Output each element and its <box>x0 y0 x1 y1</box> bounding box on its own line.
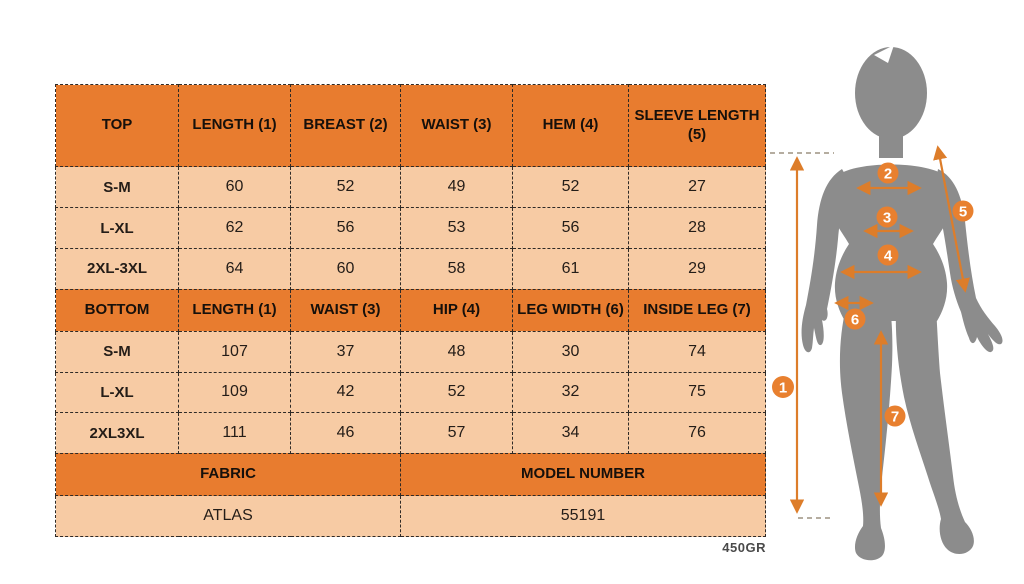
size-label: 2XL-3XL <box>55 247 179 290</box>
marker-label-4: 4 <box>884 248 893 265</box>
female-silhouette-icon <box>801 45 1003 561</box>
column-header-inside-leg: INSIDE LEG (7) <box>628 288 766 332</box>
column-header-top: TOP <box>55 83 179 168</box>
table-cell: 49 <box>400 166 513 209</box>
column-header-bottom: BOTTOM <box>55 288 179 332</box>
measure-marker-1: 1 <box>772 376 794 398</box>
table-row: L-XL 62 56 53 56 28 <box>55 207 766 249</box>
table-cell: 32 <box>512 371 629 414</box>
size-chart: TOP LENGTH (1) BREAST (2) WAIST (3) HEM … <box>55 83 766 537</box>
column-header-breast: BREAST (2) <box>290 83 401 168</box>
marker-label-6: 6 <box>851 312 859 329</box>
column-header-waist: WAIST (3) <box>400 83 513 168</box>
table-cell: 52 <box>512 166 629 209</box>
table-cell: 37 <box>290 330 401 373</box>
table-cell: 30 <box>512 330 629 373</box>
column-header-hem: HEM (4) <box>512 83 629 168</box>
marker-label-3: 3 <box>883 210 891 227</box>
table-cell: 56 <box>290 207 401 249</box>
table-row: S-M 107 37 48 30 74 <box>55 330 766 373</box>
measure-marker-3: 3 <box>876 206 898 228</box>
measure-marker-5: 5 <box>952 200 974 222</box>
table-cell: 28 <box>628 207 766 249</box>
table-cell: 76 <box>628 412 766 454</box>
table-cell: 64 <box>178 247 291 290</box>
size-label: S-M <box>55 330 179 373</box>
column-header-length: LENGTH (1) <box>178 83 291 168</box>
table-cell: 109 <box>178 371 291 414</box>
column-header-hip: HIP (4) <box>400 288 513 332</box>
size-label: S-M <box>55 166 179 209</box>
measure-markers: 1 2 3 4 5 6 7 <box>772 162 974 427</box>
table-cell: 75 <box>628 371 766 414</box>
table-cell: 74 <box>628 330 766 373</box>
table-cell: 62 <box>178 207 291 249</box>
table-cell: 34 <box>512 412 629 454</box>
measurement-arrows <box>789 145 970 514</box>
table-cell: 58 <box>400 247 513 290</box>
column-header-waist: WAIST (3) <box>290 288 401 332</box>
size-guide-figure: 1 2 3 4 5 6 7 <box>770 15 1024 584</box>
table-row: S-M 60 52 49 52 27 <box>55 166 766 209</box>
table-cell: 48 <box>400 330 513 373</box>
table-cell: 27 <box>628 166 766 209</box>
weight-footnote: 450GR <box>722 540 766 555</box>
size-chart-table: TOP LENGTH (1) BREAST (2) WAIST (3) HEM … <box>55 83 766 537</box>
table-cell: 61 <box>512 247 629 290</box>
table-cell: 52 <box>400 371 513 414</box>
size-label: L-XL <box>55 371 179 414</box>
top-header-row: TOP LENGTH (1) BREAST (2) WAIST (3) HEM … <box>55 83 766 168</box>
info-header-row: FABRIC MODEL NUMBER <box>55 452 766 497</box>
table-row: 2XL-3XL 64 60 58 61 29 <box>55 247 766 290</box>
guide-lines <box>770 152 834 519</box>
size-label: L-XL <box>55 207 179 249</box>
table-cell: 46 <box>290 412 401 454</box>
table-row: L-XL 109 42 52 32 75 <box>55 371 766 414</box>
table-cell: 52 <box>290 166 401 209</box>
marker-label-2: 2 <box>884 166 892 183</box>
column-header-fabric: FABRIC <box>55 452 401 497</box>
model-number-value: 55191 <box>400 495 766 537</box>
table-cell: 56 <box>512 207 629 249</box>
marker-label-5: 5 <box>959 204 967 221</box>
table-cell: 111 <box>178 412 291 454</box>
column-header-length: LENGTH (1) <box>178 288 291 332</box>
column-header-model-number: MODEL NUMBER <box>400 452 766 497</box>
size-label: 2XL3XL <box>55 412 179 454</box>
table-cell: 53 <box>400 207 513 249</box>
table-cell: 60 <box>290 247 401 290</box>
table-cell: 60 <box>178 166 291 209</box>
fabric-value: ATLAS <box>55 495 401 537</box>
measure-marker-6: 6 <box>844 308 866 330</box>
sleeve-arrow <box>933 145 970 293</box>
table-row: 2XL3XL 111 46 57 34 76 <box>55 412 766 454</box>
marker-label-7: 7 <box>891 409 899 426</box>
table-cell: 107 <box>178 330 291 373</box>
measurement-diagram: 1 2 3 4 5 6 7 <box>770 45 1003 561</box>
measure-marker-2: 2 <box>877 162 899 184</box>
measure-marker-7: 7 <box>884 405 906 427</box>
table-cell: 29 <box>628 247 766 290</box>
marker-label-1: 1 <box>779 380 787 397</box>
info-value-row: ATLAS 55191 <box>55 495 766 537</box>
table-cell: 57 <box>400 412 513 454</box>
measure-marker-4: 4 <box>877 244 899 266</box>
column-header-leg-width: LEG WIDTH (6) <box>512 288 629 332</box>
column-header-sleeve-length: SLEEVE LENGTH (5) <box>628 83 766 168</box>
bottom-header-row: BOTTOM LENGTH (1) WAIST (3) HIP (4) LEG … <box>55 288 766 332</box>
table-cell: 42 <box>290 371 401 414</box>
